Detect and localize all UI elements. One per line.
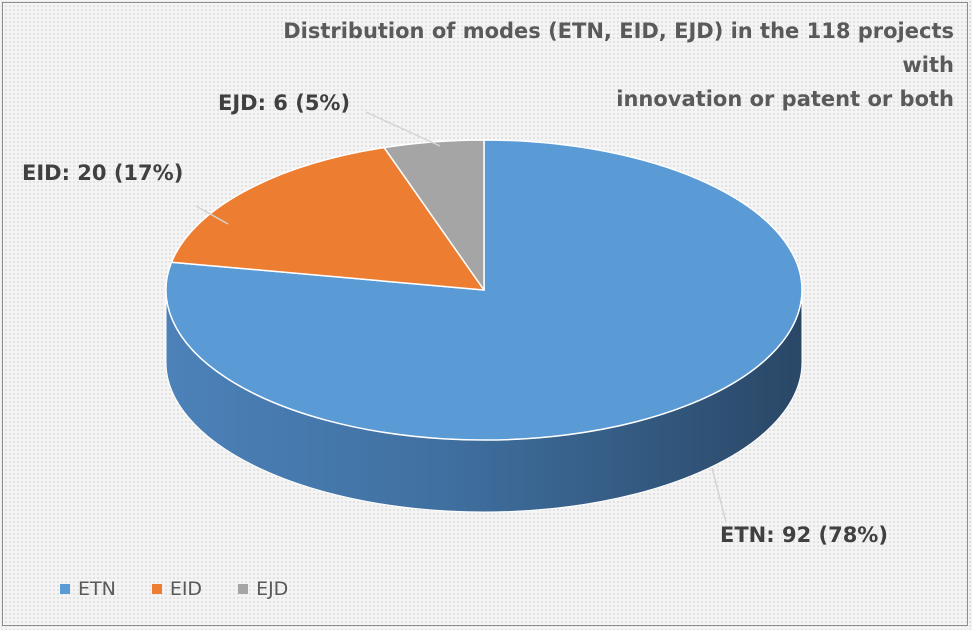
legend-swatch-eid	[151, 584, 162, 594]
leader-line-ejd	[365, 111, 441, 147]
leader-line-eid	[195, 205, 229, 225]
chart-title-line-1: Distribution of modes (ETN, EID, EJD) in…	[283, 19, 954, 77]
legend-swatch-ejd	[238, 584, 249, 594]
legend: ETN EID EJD	[60, 578, 288, 600]
legend-label-ejd: EJD	[256, 578, 289, 600]
legend-item-etn: ETN	[60, 578, 116, 600]
pie-slice-etn	[165, 139, 803, 441]
chart-title: Distribution of modes (ETN, EID, EJD) in…	[234, 14, 954, 116]
legend-swatch-etn	[60, 584, 70, 594]
pie-slice-eid	[170, 146, 485, 291]
legend-label-etn: ETN	[78, 578, 116, 600]
data-label-eid: EID: 20 (17%)	[22, 161, 183, 185]
legend-item-ejd: EJD	[238, 578, 288, 600]
leader-line-etn	[711, 467, 727, 523]
legend-label-eid: EID	[169, 578, 203, 600]
legend-item-eid: EID	[151, 578, 203, 600]
data-label-etn: ETN: 92 (78%)	[720, 523, 888, 547]
pie-slice-ejd	[383, 139, 485, 291]
data-label-ejd: EJD: 6 (5%)	[218, 91, 350, 115]
chart-title-line-2: innovation or patent or both	[616, 87, 954, 111]
